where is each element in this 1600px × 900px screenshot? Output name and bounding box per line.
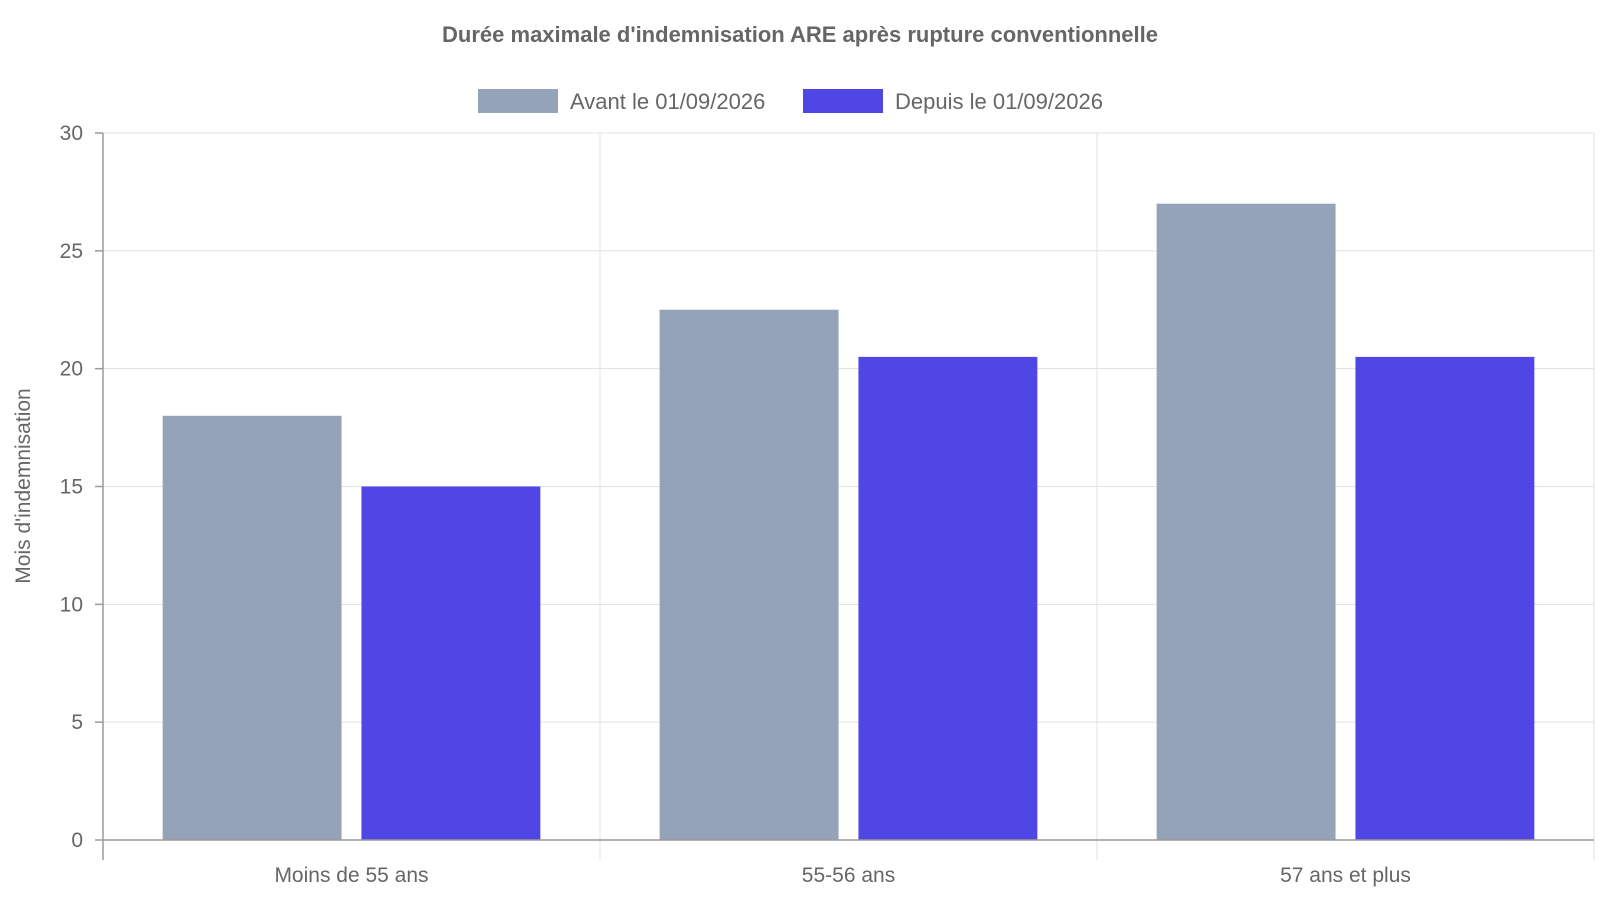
bar-avant-2 [1156, 203, 1336, 840]
legend: Avant le 01/09/2026 Depuis le 01/09/2026 [478, 89, 1103, 114]
y-tick-label: 5 [71, 711, 83, 734]
bar-avant-0 [162, 415, 342, 840]
gridlines [103, 132, 1595, 840]
axes [95, 132, 1595, 860]
bars [162, 203, 1535, 840]
x-tick-label: 55-56 ans [802, 864, 895, 887]
x-tick-label: 57 ans et plus [1280, 864, 1411, 887]
x-tick-label: Moins de 55 ans [274, 864, 428, 887]
y-tick-label: 10 [60, 593, 83, 616]
y-axis-title: Mois d'indemnisation [12, 388, 35, 583]
chart-title: Durée maximale d'indemnisation ARE après… [442, 22, 1158, 47]
bar-depuis-2 [1355, 356, 1535, 840]
bar-depuis-1 [858, 356, 1038, 840]
y-tick-label: 25 [60, 240, 83, 263]
legend-label-depuis: Depuis le 01/09/2026 [895, 89, 1103, 114]
y-tick-label: 30 [60, 122, 83, 145]
bar-depuis-0 [361, 486, 541, 840]
y-tick-label: 0 [71, 829, 83, 852]
y-tick-label: 20 [60, 358, 83, 381]
legend-swatch-depuis [803, 89, 883, 113]
legend-swatch-avant [478, 89, 558, 113]
bar-avant-1 [659, 309, 839, 840]
y-tick-label: 15 [60, 476, 83, 499]
legend-label-avant: Avant le 01/09/2026 [570, 89, 765, 114]
tick-labels: 0 5 10 15 20 25 30 Moins de 55 ans 55-56 ans 57 a… [60, 122, 1411, 887]
